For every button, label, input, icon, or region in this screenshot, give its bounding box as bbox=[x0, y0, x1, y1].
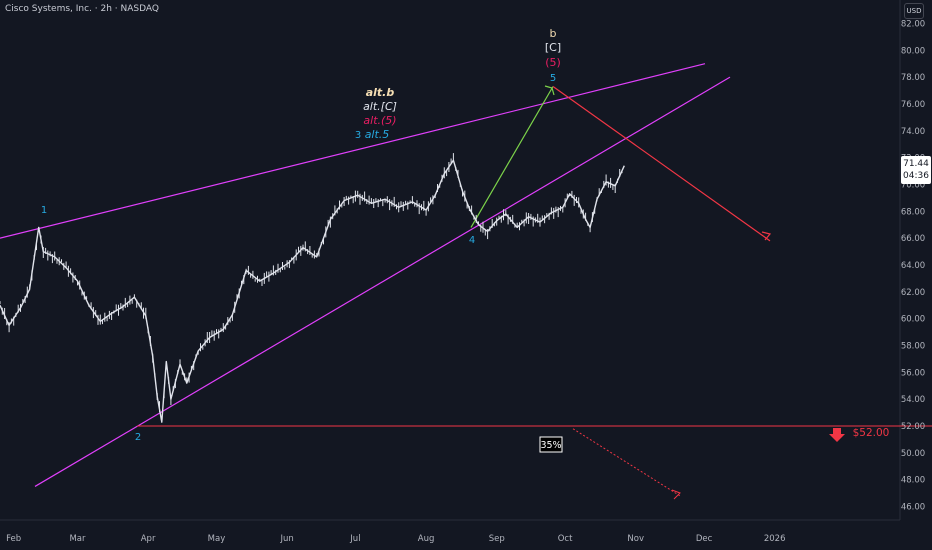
y-tick-label: 58.00 bbox=[901, 342, 925, 352]
bar-countdown: 04:36 bbox=[903, 171, 929, 181]
y-tick-label: 50.00 bbox=[901, 449, 925, 459]
x-tick-label: Aug bbox=[418, 534, 435, 544]
y-tick-label: 74.00 bbox=[901, 127, 925, 137]
chart-title: Cisco Systems, Inc. · 2h · NASDAQ bbox=[5, 4, 159, 14]
alt-5-paren-label: alt.(5) bbox=[363, 114, 396, 127]
bearish-dotted-line bbox=[572, 428, 681, 497]
dotted-arrowhead bbox=[671, 489, 681, 500]
bearish-projection-line bbox=[552, 86, 771, 242]
y-tick-label: 78.00 bbox=[901, 73, 925, 83]
y-tick-label: 52.00 bbox=[901, 422, 925, 432]
last-price: 71.44 bbox=[903, 159, 929, 169]
x-tick-label: Oct bbox=[558, 534, 573, 544]
y-tick-label: 60.00 bbox=[901, 315, 925, 325]
y-tick-label: 66.00 bbox=[901, 234, 925, 244]
last-price-tag: 71.44 04:36 bbox=[901, 156, 931, 184]
wave-C-label: [C] bbox=[545, 41, 561, 54]
currency-selector[interactable]: USD bbox=[904, 3, 924, 19]
wave-5-label: 5 bbox=[550, 73, 556, 84]
y-tick-label: 62.00 bbox=[901, 288, 925, 298]
target-arrowhead bbox=[544, 85, 555, 96]
y-tick-label: 64.00 bbox=[901, 261, 925, 271]
x-tick-label: Feb bbox=[6, 534, 21, 544]
target-projection-line bbox=[470, 86, 554, 228]
channel-lower-line bbox=[34, 76, 731, 487]
y-tick-label: 70.00 bbox=[901, 180, 925, 190]
x-tick-label: Mar bbox=[69, 534, 86, 544]
x-tick-label: Apr bbox=[141, 534, 156, 544]
x-tick-label: Sep bbox=[489, 534, 505, 544]
price-line bbox=[0, 159, 625, 423]
x-tick-label: Jun bbox=[279, 534, 293, 544]
bearish-arrowhead bbox=[761, 231, 772, 241]
wave-4-label: 4 bbox=[469, 235, 475, 246]
y-tick-label: 76.00 bbox=[901, 100, 925, 110]
y-tick-label: 80.00 bbox=[901, 46, 925, 56]
x-tick-label: Dec bbox=[696, 534, 713, 544]
alt-5-label: alt.5 bbox=[365, 128, 390, 141]
y-tick-label: 54.00 bbox=[901, 395, 925, 405]
wave-5-paren-label: (5) bbox=[545, 56, 561, 69]
wave-3-label: 3 bbox=[355, 130, 361, 141]
wave-2-label: 2 bbox=[135, 432, 141, 443]
alt-C-label: alt.[C] bbox=[363, 100, 397, 113]
x-tick-label: 2026 bbox=[764, 534, 786, 544]
x-tick-label: Jul bbox=[349, 534, 360, 544]
channel-upper-line bbox=[0, 63, 706, 239]
y-tick-label: 68.00 bbox=[901, 207, 925, 217]
x-tick-label: May bbox=[208, 534, 226, 544]
y-tick-label: 82.00 bbox=[901, 19, 925, 29]
y-tick-label: 48.00 bbox=[901, 476, 925, 486]
support-price-label: $52.00 bbox=[853, 427, 890, 439]
alt-b-label: alt.b bbox=[366, 86, 395, 99]
wave-b-label: b bbox=[550, 27, 557, 40]
y-tick-label: 56.00 bbox=[901, 368, 925, 378]
probability-badge bbox=[539, 436, 563, 453]
wave-1-label: 1 bbox=[41, 205, 47, 216]
probability-label: 35% bbox=[540, 440, 561, 451]
down-arrow-icon bbox=[829, 428, 845, 442]
y-tick-label: 46.00 bbox=[901, 503, 925, 513]
x-tick-label: Nov bbox=[627, 534, 644, 544]
